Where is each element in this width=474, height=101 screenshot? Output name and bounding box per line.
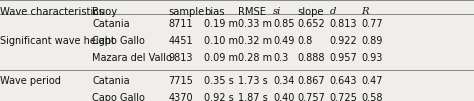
- Text: R: R: [361, 7, 369, 16]
- Text: si: si: [273, 7, 282, 16]
- Text: 0.28 m: 0.28 m: [238, 53, 273, 63]
- Text: Wave period: Wave period: [0, 76, 61, 86]
- Text: Capo Gallo: Capo Gallo: [92, 36, 146, 46]
- Text: 0.757: 0.757: [298, 93, 326, 101]
- Text: 0.47: 0.47: [361, 76, 383, 86]
- Text: 0.867: 0.867: [298, 76, 325, 86]
- Text: slope: slope: [298, 7, 324, 17]
- Text: 9813: 9813: [168, 53, 193, 63]
- Text: 0.34: 0.34: [273, 76, 294, 86]
- Text: 0.93: 0.93: [361, 53, 383, 63]
- Text: 4370: 4370: [168, 93, 193, 101]
- Text: Catania: Catania: [92, 76, 130, 86]
- Text: Capo Gallo: Capo Gallo: [92, 93, 146, 101]
- Text: Catania: Catania: [92, 19, 130, 29]
- Text: 0.643: 0.643: [329, 76, 357, 86]
- Text: 0.32 m: 0.32 m: [238, 36, 273, 46]
- Text: 0.85: 0.85: [273, 19, 294, 29]
- Text: bias: bias: [204, 7, 224, 17]
- Text: 0.49: 0.49: [273, 36, 294, 46]
- Text: 0.77: 0.77: [361, 19, 383, 29]
- Text: sample: sample: [168, 7, 204, 17]
- Text: 0.40: 0.40: [273, 93, 294, 101]
- Text: 0.92 s: 0.92 s: [204, 93, 234, 101]
- Text: 0.19 m: 0.19 m: [204, 19, 238, 29]
- Text: 0.3: 0.3: [273, 53, 288, 63]
- Text: 4451: 4451: [168, 36, 193, 46]
- Text: 0.33 m: 0.33 m: [238, 19, 273, 29]
- Text: 7715: 7715: [168, 76, 193, 86]
- Text: Buoy: Buoy: [92, 7, 118, 17]
- Text: 0.8: 0.8: [298, 36, 313, 46]
- Text: 0.652: 0.652: [298, 19, 326, 29]
- Text: 0.922: 0.922: [329, 36, 357, 46]
- Text: RMSE: RMSE: [238, 7, 266, 17]
- Text: 0.725: 0.725: [329, 93, 357, 101]
- Text: d: d: [329, 7, 336, 16]
- Text: 0.10 m: 0.10 m: [204, 36, 238, 46]
- Text: Significant wave height: Significant wave height: [0, 36, 115, 46]
- Text: 0.89: 0.89: [361, 36, 383, 46]
- Text: Mazara del Vallo: Mazara del Vallo: [92, 53, 173, 63]
- Text: 0.09 m: 0.09 m: [204, 53, 238, 63]
- Text: 0.58: 0.58: [361, 93, 383, 101]
- Text: 0.35 s: 0.35 s: [204, 76, 234, 86]
- Text: 0.813: 0.813: [329, 19, 357, 29]
- Text: 8711: 8711: [168, 19, 193, 29]
- Text: 1.73 s: 1.73 s: [238, 76, 268, 86]
- Text: 0.888: 0.888: [298, 53, 325, 63]
- Text: Wave characteristics: Wave characteristics: [0, 7, 104, 17]
- Text: 0.957: 0.957: [329, 53, 357, 63]
- Text: 1.87 s: 1.87 s: [238, 93, 268, 101]
